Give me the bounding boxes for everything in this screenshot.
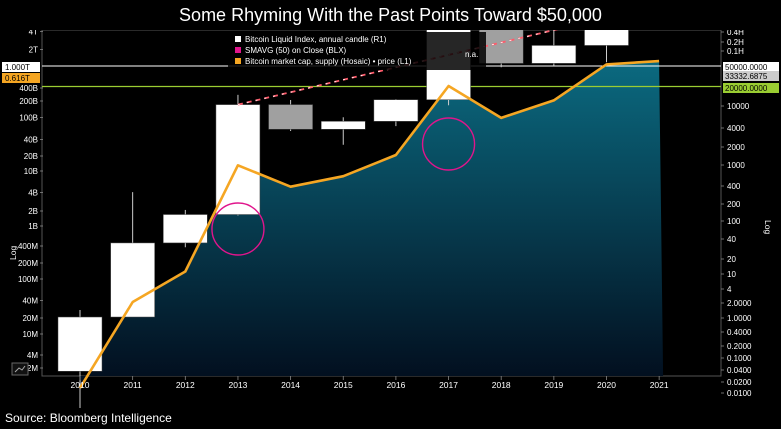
left-tick-highlight bbox=[2, 62, 40, 72]
left-tick-label: 1.000T bbox=[5, 63, 30, 72]
right-tick-label: 0.0200 bbox=[727, 378, 752, 387]
legend: Bitcoin Liquid Index, annual candle (R1)… bbox=[228, 32, 486, 70]
right-tick-label: 10 bbox=[727, 270, 736, 279]
x-tick-label: 2018 bbox=[492, 380, 511, 390]
right-tick-label: 400 bbox=[727, 182, 741, 191]
trend-line-dots bbox=[237, 30, 557, 105]
left-tick-label: 100B bbox=[19, 114, 38, 123]
x-tick-label: 2020 bbox=[597, 380, 616, 390]
right-tick-label: 1.0000 bbox=[727, 314, 752, 323]
right-tick-label: 33332.6875 bbox=[725, 72, 768, 81]
legend-swatch bbox=[235, 47, 241, 53]
candle-2010 bbox=[57, 309, 103, 408]
x-tick-label: 2019 bbox=[544, 380, 563, 390]
right-tick-label: 4000 bbox=[727, 124, 745, 133]
x-tick-label: 2016 bbox=[386, 380, 405, 390]
x-tick-label: 2013 bbox=[228, 380, 247, 390]
highlight-circle-2017 bbox=[421, 117, 476, 171]
x-tick-label: 2021 bbox=[650, 380, 669, 390]
candle-2011 bbox=[110, 192, 155, 318]
legend-swatch bbox=[235, 36, 241, 42]
left-tick-label: 400B bbox=[19, 84, 38, 93]
x-tick-label: 2014 bbox=[281, 380, 300, 390]
left-tick-label: 4B bbox=[28, 189, 38, 198]
candle-2014 bbox=[268, 99, 313, 132]
left-tick-label: 10M bbox=[22, 330, 38, 339]
right-tick-label: 0.1000 bbox=[727, 354, 752, 363]
right-tick-label: 2.0000 bbox=[727, 299, 752, 308]
left-tick-label: 20M bbox=[22, 314, 38, 323]
candle-2015 bbox=[321, 117, 366, 145]
market-cap-area-fill bbox=[80, 61, 664, 388]
left-tick-label: 200B bbox=[19, 97, 38, 106]
left-tick-label: 4M bbox=[27, 351, 38, 360]
market-cap-line bbox=[78, 59, 660, 389]
source-note: Source: Bloomberg Intelligence bbox=[5, 411, 172, 425]
candle-2016 bbox=[373, 99, 419, 127]
right-tick-label: 40 bbox=[727, 235, 736, 244]
left-tick-label: 10B bbox=[24, 167, 38, 176]
right-tick-label: 1000 bbox=[727, 161, 745, 170]
right-tick-label: 0.1H bbox=[727, 47, 744, 56]
right-tick-label: 2000 bbox=[727, 143, 745, 152]
right-tick-label: 0.2000 bbox=[727, 342, 752, 351]
left-tick-label: 2T bbox=[29, 46, 38, 55]
right-tick-highlight bbox=[723, 71, 779, 81]
right-tick-label: 100 bbox=[727, 217, 741, 226]
x-tick-label: 2012 bbox=[176, 380, 195, 390]
right-tick-highlight bbox=[723, 62, 779, 72]
left-tick-label: 1B bbox=[28, 222, 38, 231]
legend-entry: Bitcoin Liquid Index, annual candle (R1) bbox=[245, 35, 387, 44]
candle-body bbox=[110, 242, 155, 318]
left-tick-label: 100M bbox=[18, 275, 38, 284]
x-tick-label: 2017 bbox=[439, 380, 458, 390]
candle-2019 bbox=[531, 30, 577, 66]
left-tick-label: 4T bbox=[29, 30, 38, 37]
right-tick-label: 0.0400 bbox=[727, 366, 752, 375]
candle-body bbox=[584, 30, 629, 46]
left-tick-label: 400M bbox=[18, 242, 38, 251]
right-tick-label: 200 bbox=[727, 200, 741, 209]
legend-swatch bbox=[235, 58, 241, 64]
candle-body bbox=[163, 214, 208, 244]
x-tick-label: 2015 bbox=[334, 380, 353, 390]
left-tick-label: 40M bbox=[22, 297, 38, 306]
candle-2012 bbox=[163, 209, 208, 248]
right-tick-label: 0.4000 bbox=[727, 328, 752, 337]
highlight-circle-2013 bbox=[211, 202, 265, 256]
left-tick-label: 2B bbox=[28, 207, 38, 216]
right-tick-label: 0.2H bbox=[727, 38, 744, 47]
right-tick-label: 0.4H bbox=[727, 30, 744, 37]
right-tick-highlight bbox=[723, 83, 779, 93]
left-tick-label: 200M bbox=[18, 259, 38, 268]
left-axis-label: Log bbox=[8, 246, 18, 260]
left-tick-highlight bbox=[2, 73, 40, 83]
candle-2020 bbox=[584, 30, 629, 63]
market-cap-area bbox=[80, 61, 664, 388]
right-tick-label: 0.0100 bbox=[727, 389, 752, 398]
x-tick-label: 2010 bbox=[71, 380, 90, 390]
left-tick-label: 2M bbox=[27, 364, 38, 373]
left-tick-label: 40B bbox=[24, 136, 38, 145]
right-tick-label: 10000 bbox=[727, 102, 750, 111]
legend-entry: SMAVG (50) on Close (BLX) bbox=[245, 46, 347, 55]
right-axis-label: Log bbox=[763, 220, 773, 234]
candle-body bbox=[531, 45, 577, 64]
chart-options-icon[interactable] bbox=[11, 362, 29, 376]
left-tick-label: 20B bbox=[24, 152, 38, 161]
legend-entry: Bitcoin market cap, supply (Hosaic) • pr… bbox=[245, 57, 412, 66]
chart-title: Some Rhyming With the Past Points Toward… bbox=[179, 5, 602, 25]
left-tick-label: 0.616T bbox=[5, 74, 30, 83]
candle-body bbox=[321, 121, 366, 130]
right-tick-label: 4 bbox=[727, 285, 732, 294]
candle-body bbox=[373, 99, 419, 122]
candle-body bbox=[268, 104, 313, 130]
legend-value: n.a. bbox=[465, 50, 478, 59]
right-tick-label: 50000.0000 bbox=[725, 63, 768, 72]
x-tick-label: 2011 bbox=[124, 380, 143, 390]
right-tick-label: 20000.0000 bbox=[725, 84, 768, 93]
chart-title-bar: Some Rhyming With the Past Points Toward… bbox=[0, 0, 781, 30]
right-tick-label: 20 bbox=[727, 255, 736, 264]
